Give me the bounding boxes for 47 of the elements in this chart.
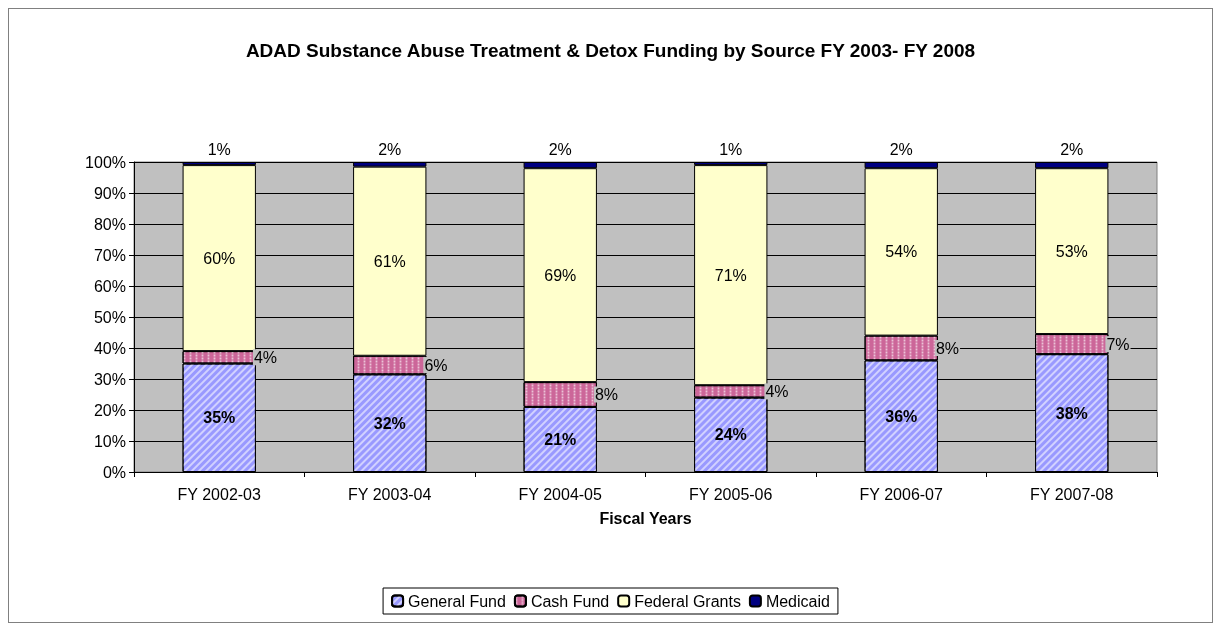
data-label: 61% bbox=[373, 252, 406, 270]
data-label: 35% bbox=[203, 409, 236, 427]
data-label: 8% bbox=[594, 386, 619, 403]
y-tick-label: 0% bbox=[102, 463, 126, 481]
data-label: 1% bbox=[207, 140, 231, 158]
y-tick-label: 40% bbox=[93, 339, 126, 357]
data-label: 4% bbox=[765, 382, 789, 400]
data-label: 38% bbox=[1055, 404, 1088, 422]
data-label: 4% bbox=[253, 348, 278, 366]
data-label: 53% bbox=[1055, 242, 1088, 260]
data-label: 1% bbox=[719, 140, 743, 158]
y-tick-label: 30% bbox=[93, 370, 126, 388]
data-label: 24% bbox=[714, 426, 747, 444]
x-tick-label: FY 2005-06 bbox=[689, 485, 773, 503]
chart-title: ADAD Substance Abuse Treatment & Detox Funding by Source FY 2003- FY 2008 bbox=[245, 39, 976, 61]
data-label: 2% bbox=[1060, 140, 1084, 158]
data-label: 6% bbox=[424, 356, 448, 374]
data-label: 2% bbox=[548, 140, 572, 158]
data-label: 7% bbox=[1106, 335, 1130, 353]
legend-label: General Fund bbox=[408, 592, 506, 610]
x-tick-label: FY 2003-04 bbox=[348, 485, 432, 503]
x-tick-label: FY 2006-07 bbox=[859, 485, 944, 503]
legend-label: Medicaid bbox=[765, 592, 830, 610]
y-tick-label: 50% bbox=[93, 308, 126, 326]
legend-label: Cash Fund bbox=[530, 592, 610, 610]
data-label: 2% bbox=[378, 140, 402, 158]
y-tick-label: 90% bbox=[93, 184, 126, 202]
y-tick-label: 20% bbox=[93, 401, 126, 419]
x-tick-label: FY 2004-05 bbox=[518, 485, 603, 503]
data-label: 36% bbox=[885, 407, 918, 425]
data-label: 8% bbox=[935, 339, 960, 357]
y-tick-label: 100% bbox=[85, 153, 126, 171]
data-label: 32% bbox=[373, 414, 406, 432]
data-label: 69% bbox=[544, 266, 577, 284]
y-tick-label: 60% bbox=[93, 277, 126, 295]
data-label: 54% bbox=[885, 243, 918, 261]
x-tick-label: FY 2007-08 bbox=[1030, 485, 1114, 503]
data-label: 21% bbox=[544, 430, 577, 448]
y-tick-label: 70% bbox=[93, 246, 126, 264]
data-label: 60% bbox=[203, 249, 236, 267]
x-tick-label: FY 2002-03 bbox=[177, 485, 262, 503]
y-tick-label: 10% bbox=[93, 432, 126, 450]
x-axis-title: Fiscal Years bbox=[599, 509, 692, 527]
data-label: 2% bbox=[889, 140, 913, 158]
y-tick-label: 80% bbox=[93, 215, 126, 233]
data-label: 71% bbox=[714, 266, 747, 284]
legend-label: Federal Grants bbox=[634, 592, 741, 610]
